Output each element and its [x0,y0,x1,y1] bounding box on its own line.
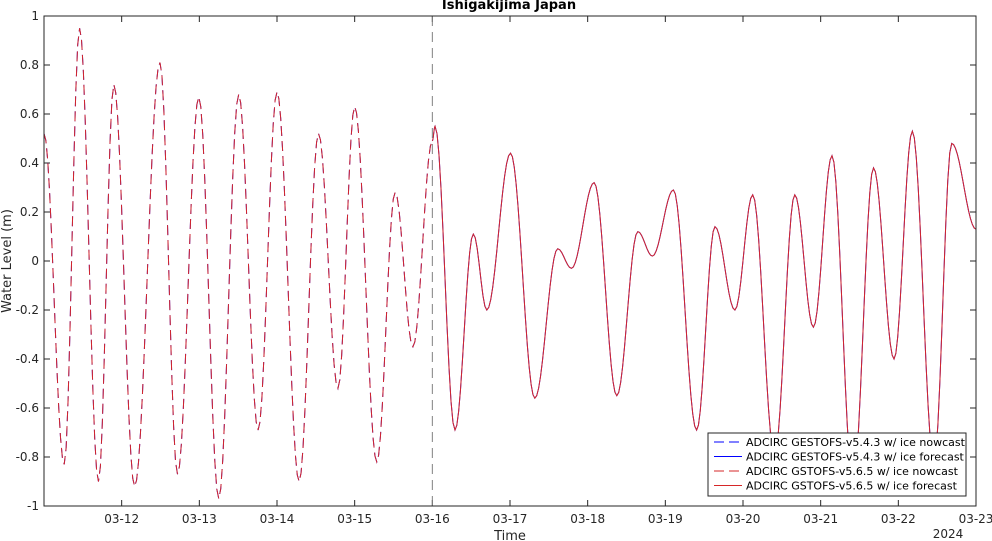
year-label: 2024 [933,527,964,541]
legend: ADCIRC GESTOFS-v5.4.3 w/ ice nowcast ADCI… [707,432,967,497]
y-axis-label: Water Level (m) [0,209,15,313]
x-tick-label: 03-22 [881,512,916,526]
x-tick-label: 03-19 [648,512,683,526]
x-tick-label: 03-17 [493,512,528,526]
y-tick-label: -0.8 [16,450,39,464]
y-tick-label: 0.4 [20,156,39,170]
x-tick-label: 03-15 [337,512,372,526]
tick-labels: -1 -0.8 -0.6 -0.4 -0.2 0 0.2 0.4 0.6 0.8 1 03-12 03-… [16,9,992,526]
y-tick-label: -0.2 [16,303,39,317]
y-tick-label: 0.8 [20,58,39,72]
y-tick-label: 0 [31,254,39,268]
chart-title: Ishigakijima Japan [442,0,576,13]
legend-entries: ADCIRC GESTOFS-v5.4.3 w/ ice nowcast ADCI… [714,436,966,493]
y-tick-label: 1 [31,9,39,23]
y-tick-label: -0.4 [16,352,39,366]
legend-label: ADCIRC GSTOFS-v5.6.5 w/ ice nowcast [746,465,959,478]
x-axis-label: Time [493,529,526,541]
x-tick-label: 03-13 [182,512,217,526]
x-tick-label: 03-20 [726,512,761,526]
x-tick-label: 03-18 [570,512,605,526]
series-line-3 [43,28,433,499]
series-lines [43,28,977,499]
x-tick-label: 03-12 [104,512,139,526]
x-tick-label: 03-21 [803,512,838,526]
plot-area-frame [43,15,977,507]
y-tick-label: -0.6 [16,401,39,415]
legend-label: ADCIRC GESTOFS-v5.4.3 w/ ice forecast [746,451,965,464]
x-tick-label: 03-23 [959,512,992,526]
x-tick-label: 03-16 [415,512,450,526]
series-line-4 [431,124,977,484]
y-tick-label: -1 [27,499,39,513]
legend-box [707,432,967,497]
legend-label: ADCIRC GSTOFS-v5.6.5 w/ ice forecast [746,480,958,493]
y-tick-label: 0.2 [20,205,39,219]
x-tick-label: 03-14 [260,512,295,526]
legend-label: ADCIRC GESTOFS-v5.4.3 w/ ice nowcast [746,436,966,449]
y-tick-label: 0.6 [20,107,39,121]
